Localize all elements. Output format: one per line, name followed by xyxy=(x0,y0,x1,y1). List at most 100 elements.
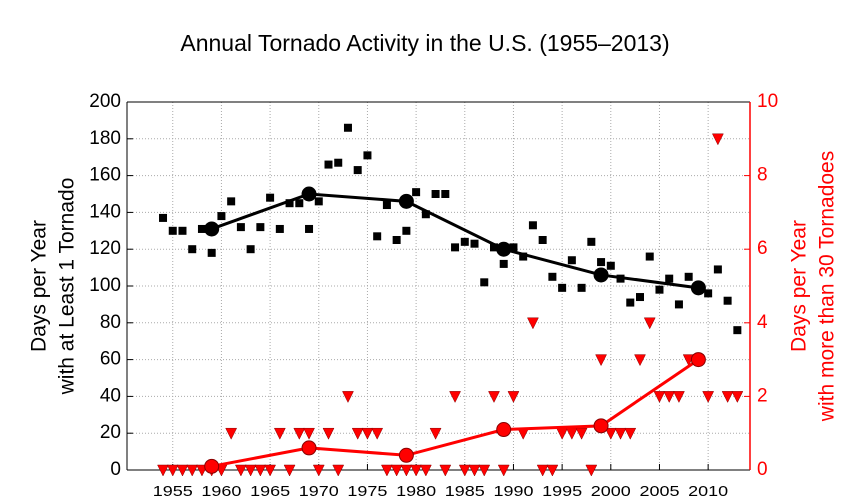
data-point xyxy=(558,283,567,292)
data-point xyxy=(496,422,512,438)
x-tick-label: 1975 xyxy=(347,483,387,500)
data-point xyxy=(285,199,294,208)
data-point xyxy=(527,317,539,330)
chart-title: Annual Tornado Activity in the U.S. (195… xyxy=(180,30,669,56)
data-point xyxy=(421,210,430,219)
data-point xyxy=(587,237,596,246)
data-point xyxy=(470,239,479,248)
data-point xyxy=(546,464,559,477)
data-point xyxy=(614,427,627,440)
series-line xyxy=(211,358,700,468)
data-point xyxy=(507,391,520,403)
data-point xyxy=(653,391,666,403)
data-point xyxy=(353,166,362,175)
data-point xyxy=(217,212,226,221)
data-point xyxy=(166,464,179,477)
data-point xyxy=(431,190,440,198)
data-point xyxy=(429,427,442,440)
data-point xyxy=(733,326,742,335)
data-point xyxy=(324,160,333,169)
data-point xyxy=(207,248,216,257)
data-point xyxy=(204,458,220,474)
data-point xyxy=(256,223,265,232)
data-point xyxy=(575,427,588,440)
data-point xyxy=(295,199,304,208)
data-point xyxy=(626,298,635,307)
data-point xyxy=(332,464,345,477)
y2-tick-label: 6 xyxy=(757,238,768,259)
y2-axis-label: with more than 30 Tornadoes xyxy=(816,151,839,422)
data-point xyxy=(293,427,306,440)
data-point xyxy=(246,245,255,254)
y2-tick-label: 8 xyxy=(757,165,768,186)
y-tick-label: 180 xyxy=(89,128,121,149)
y2-axis-label: Days per Year xyxy=(788,220,811,352)
data-point xyxy=(458,464,471,477)
data-point xyxy=(711,133,724,146)
data-point xyxy=(225,427,238,440)
data-point xyxy=(334,158,343,167)
data-point xyxy=(400,464,413,477)
data-point xyxy=(439,464,452,477)
data-point xyxy=(538,236,547,244)
x-tick-label: 2010 xyxy=(688,483,728,500)
data-point xyxy=(496,241,512,257)
data-point xyxy=(488,391,500,403)
y2-tick-label: 0 xyxy=(757,459,768,480)
data-point xyxy=(643,317,656,330)
data-point xyxy=(351,427,364,440)
data-point xyxy=(322,427,335,440)
data-point xyxy=(684,272,693,281)
data-point xyxy=(577,283,586,292)
y2-tick-label: 2 xyxy=(757,385,768,406)
x-tick-label: 1980 xyxy=(396,483,436,500)
x-tick-label: 1960 xyxy=(201,483,241,500)
x-tick-label: 1995 xyxy=(542,483,582,500)
data-point xyxy=(665,274,674,283)
data-point xyxy=(303,427,315,440)
y-tick-label: 160 xyxy=(89,165,121,186)
x-tick-label: 1965 xyxy=(250,483,290,500)
data-point xyxy=(721,391,734,403)
series-line xyxy=(211,192,699,290)
data-point xyxy=(398,193,414,209)
data-point xyxy=(343,123,352,132)
data-point xyxy=(567,256,576,265)
data-point xyxy=(451,243,460,252)
data-point xyxy=(690,280,706,296)
data-point xyxy=(480,278,489,287)
x-tick-label: 1970 xyxy=(299,483,339,500)
y-tick-label: 140 xyxy=(89,201,121,222)
y-tick-label: 200 xyxy=(89,91,121,112)
data-point xyxy=(275,224,284,233)
y-tick-label: 60 xyxy=(100,349,121,370)
data-point xyxy=(593,267,609,283)
data-point xyxy=(178,226,187,235)
data-point xyxy=(634,354,646,367)
x-tick-label: 1990 xyxy=(493,483,533,500)
data-point xyxy=(305,224,314,233)
data-point xyxy=(419,464,432,477)
data-point xyxy=(273,427,286,440)
data-point xyxy=(363,151,372,160)
data-point xyxy=(690,352,706,368)
data-point xyxy=(398,447,414,463)
data-point xyxy=(236,223,245,232)
y-tick-label: 40 xyxy=(100,385,121,406)
data-point xyxy=(509,243,518,252)
data-point xyxy=(412,188,421,197)
data-point xyxy=(382,201,391,210)
data-point xyxy=(548,272,557,281)
y-tick-label: 80 xyxy=(100,312,121,333)
data-point xyxy=(342,391,354,403)
data-point xyxy=(264,464,276,477)
data-point xyxy=(314,197,323,206)
y-tick-label: 20 xyxy=(100,422,121,443)
y-axis-label: with at Least 1 Tornado xyxy=(56,178,79,396)
data-point xyxy=(606,261,615,270)
data-point xyxy=(497,464,510,477)
data-point xyxy=(381,464,393,477)
data-point xyxy=(312,464,325,477)
data-point xyxy=(536,464,549,477)
